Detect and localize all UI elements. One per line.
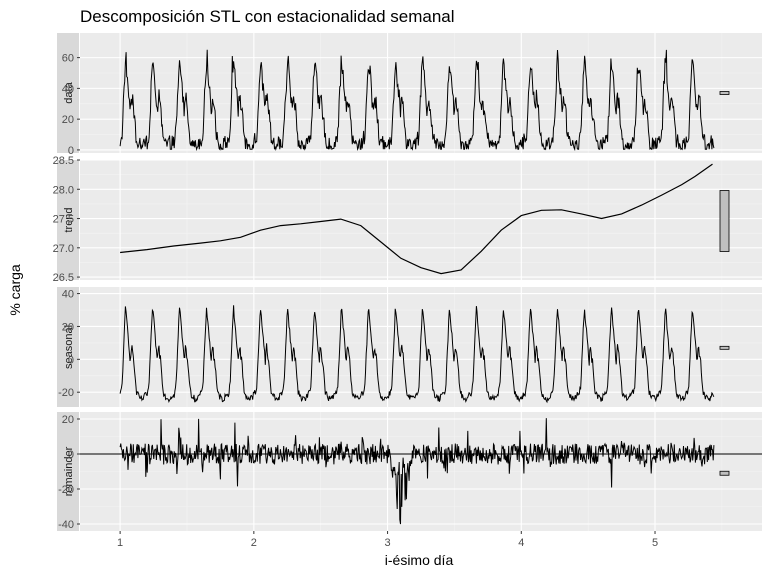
y-tick-label: 28.5 xyxy=(53,155,74,167)
y-tick-label: 20 xyxy=(62,321,74,333)
y-axis-label: % carga xyxy=(7,264,23,316)
range-bar-seasonal xyxy=(720,346,729,349)
x-tick-label: 5 xyxy=(652,537,658,549)
x-tick-label: 4 xyxy=(518,537,524,549)
y-tick-label: 0 xyxy=(68,449,74,461)
y-tick-label: 20 xyxy=(62,114,74,126)
y-tick-label: 28.0 xyxy=(53,184,74,196)
y-tick-label: 40 xyxy=(62,289,74,301)
facet-panels: data0204060trend26.527.027.528.028.5seas… xyxy=(53,33,762,531)
range-bar-trend xyxy=(720,191,729,252)
range-bar-data xyxy=(720,92,729,95)
x-axis: 1 2 3 4 5 xyxy=(117,531,658,549)
y-tick-label: 40 xyxy=(62,83,74,95)
y-tick-label: 0 xyxy=(68,354,74,366)
y-tick-label: 27.5 xyxy=(53,214,74,226)
y-tick-label: -20 xyxy=(58,387,74,399)
panel-background-trend xyxy=(80,160,762,280)
y-tick-label: -40 xyxy=(58,519,74,531)
y-tick-label: -20 xyxy=(58,484,74,496)
y-tick-label: 27.0 xyxy=(53,243,74,255)
x-tick-label: 2 xyxy=(251,537,257,549)
y-tick-label: 20 xyxy=(62,414,74,426)
x-tick-label: 3 xyxy=(385,537,391,549)
x-axis-label: i-ésimo día xyxy=(385,552,454,568)
x-tick-label: 1 xyxy=(117,537,123,549)
range-bar-remainder xyxy=(720,471,729,475)
y-tick-label: 60 xyxy=(62,53,74,65)
chart-title: Descomposición STL con estacionalidad se… xyxy=(80,7,455,26)
y-tick-label: 26.5 xyxy=(53,272,74,284)
